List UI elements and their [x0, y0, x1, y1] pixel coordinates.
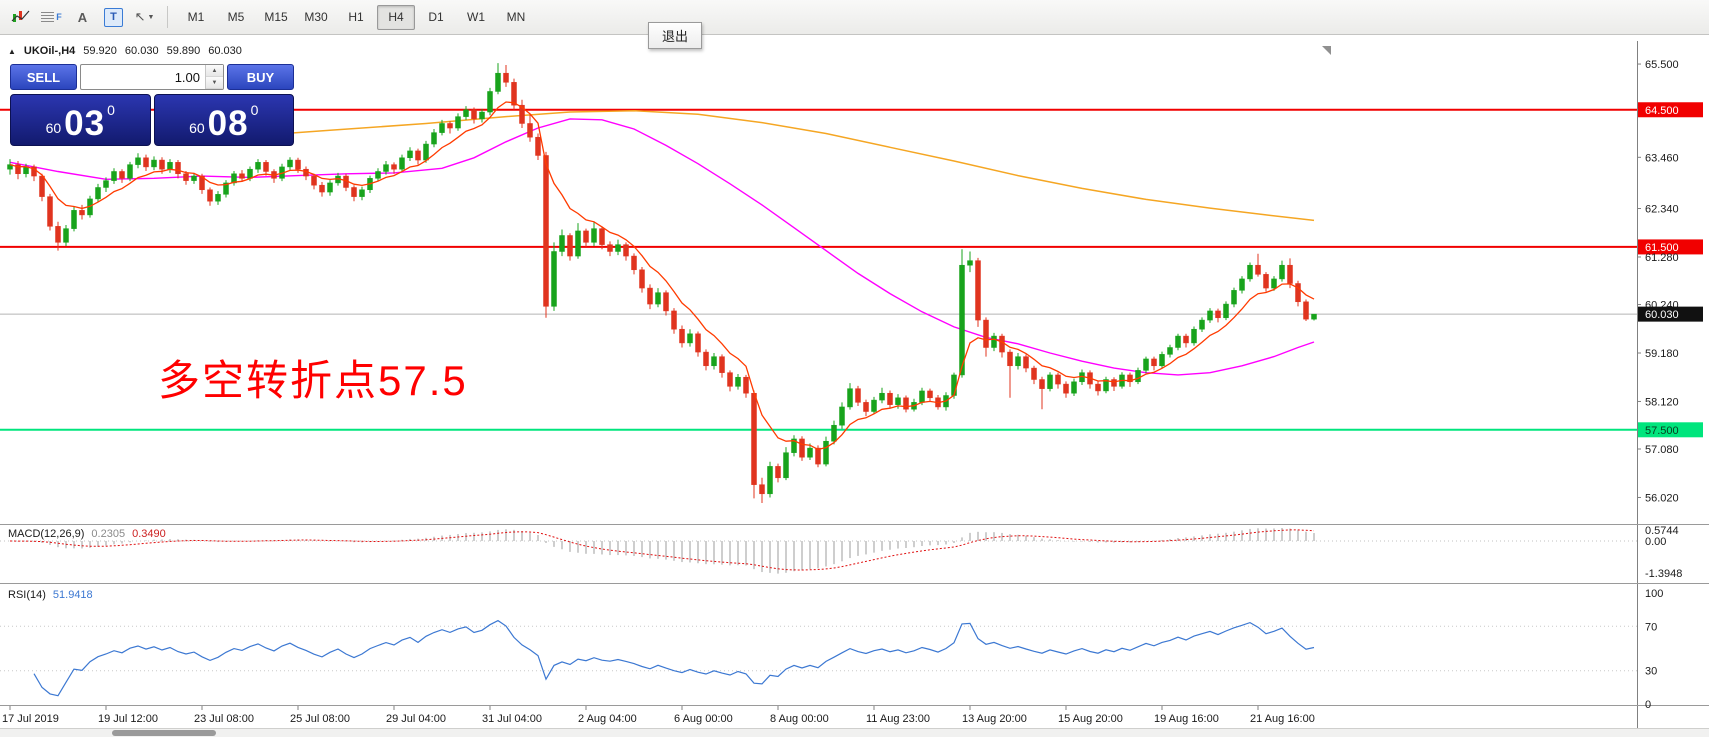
timeframe-M5[interactable]: M5 — [227, 9, 245, 24]
svg-text:56.020: 56.020 — [1645, 492, 1679, 504]
svg-text:6 Aug 00:00: 6 Aug 00:00 — [674, 713, 733, 725]
horizontal-scrollbar[interactable] — [0, 728, 1709, 737]
fibonacci-icon[interactable]: F — [37, 4, 66, 30]
volume-spinner: ▲ ▼ — [205, 65, 223, 89]
bid-price-box[interactable]: 60 03 0 — [10, 94, 151, 146]
text-label-icon[interactable]: A — [77, 9, 88, 25]
moving-averages-layer — [9, 109, 1315, 376]
sell-button[interactable]: SELL — [10, 64, 77, 90]
timeframe-H1[interactable]: H1 — [348, 9, 364, 24]
timeframe-W1[interactable]: W1 — [467, 9, 485, 24]
ask-price-box[interactable]: 60 08 0 — [153, 94, 294, 146]
ohlc-high: 60.030 — [124, 45, 159, 57]
svg-text:25 Jul 08:00: 25 Jul 08:00 — [290, 713, 350, 725]
svg-text:0: 0 — [1645, 699, 1651, 711]
volume-value: 1.00 — [174, 69, 200, 85]
svg-text:13 Aug 20:00: 13 Aug 20:00 — [962, 713, 1027, 725]
ohlc-close: 60.030 — [208, 45, 242, 57]
svg-text:100: 100 — [1645, 588, 1663, 600]
dropdown-caret-icon: ▼ — [147, 13, 155, 21]
indicators-chart-icon[interactable] — [6, 4, 35, 30]
svg-text:8 Aug 00:00: 8 Aug 00:00 — [770, 713, 829, 725]
svg-text:62.340: 62.340 — [1645, 204, 1679, 216]
ohlc-low: 59.890 — [166, 45, 201, 57]
chart-icon-graphic — [11, 10, 29, 22]
chart-annotation: 多空转折点57.5 — [158, 357, 468, 404]
svg-text:63.460: 63.460 — [1645, 152, 1679, 164]
svg-text:65.500: 65.500 — [1645, 59, 1679, 71]
svg-text:58.120: 58.120 — [1645, 396, 1679, 408]
svg-text:21 Aug 16:00: 21 Aug 16:00 — [1250, 713, 1315, 725]
rsi-value: 51.9418 — [52, 589, 93, 601]
rsi-name: RSI(14) — [8, 589, 46, 601]
symbol-label: UKOil-,H4 — [23, 45, 76, 57]
timeframe-M1[interactable]: M1 — [187, 9, 205, 24]
svg-text:60.030: 60.030 — [1645, 309, 1679, 321]
svg-text:11 Aug 23:00: 11 Aug 23:00 — [866, 713, 930, 725]
scrollbar-thumb[interactable] — [112, 730, 216, 736]
cursor-tool-dropdown[interactable]: ↖ ▼ — [130, 4, 159, 30]
price-axis: 65.50064.50063.46062.34061.50061.28060.2… — [1637, 41, 1703, 728]
rsi-window: 100 70 30 0 — [0, 588, 1663, 711]
macd-signal-value: 0.3490 — [132, 528, 166, 540]
svg-text:19 Aug 16:00: 19 Aug 16:00 — [1154, 713, 1219, 725]
svg-text:61.280: 61.280 — [1645, 252, 1679, 264]
candles-layer — [7, 63, 1317, 503]
chart-shift-marker — [1322, 46, 1331, 55]
svg-text:30: 30 — [1645, 666, 1657, 678]
svg-text:-1.3948: -1.3948 — [1645, 568, 1682, 580]
svg-text:64.500: 64.500 — [1645, 105, 1679, 117]
svg-text:59.180: 59.180 — [1645, 348, 1679, 360]
macd-name: MACD(12,26,9) — [8, 528, 85, 540]
time-axis: 17 Jul 2019 19 Jul 12:00 23 Jul 08:00 25 Ju… — [2, 706, 1315, 725]
volume-input[interactable]: 1.00 ▲ ▼ — [80, 64, 224, 90]
fast-ema-layer — [9, 101, 1315, 451]
macd-value: 0.2305 — [91, 528, 126, 540]
ohlc-open: 59.920 — [83, 45, 117, 57]
svg-text:23 Jul 08:00: 23 Jul 08:00 — [194, 713, 254, 725]
svg-text:57.500: 57.500 — [1645, 425, 1679, 437]
timeframe-M30[interactable]: M30 — [304, 9, 328, 24]
timeframe-D1[interactable]: D1 — [428, 9, 444, 24]
svg-text:29 Jul 04:00: 29 Jul 04:00 — [386, 713, 446, 725]
buy-button[interactable]: BUY — [227, 64, 294, 90]
chart-symbol-header: ▲ UKOil-,H4 59.920 60.030 59.890 60.030 — [8, 45, 242, 57]
one-click-trading-panel: SELL 1.00 ▲ ▼ BUY 60 03 0 60 08 0 — [10, 64, 294, 146]
svg-text:0.00: 0.00 — [1645, 536, 1666, 548]
svg-text:57.080: 57.080 — [1645, 444, 1679, 456]
rsi-label: RSI(14) 51.9418 — [8, 589, 93, 601]
timeframe-H4[interactable]: H4 — [377, 4, 415, 30]
bid-small-digits: 60 — [45, 120, 62, 136]
ask-small-digits: 60 — [189, 120, 205, 136]
svg-text:70: 70 — [1645, 621, 1657, 633]
svg-text:2 Aug 04:00: 2 Aug 04:00 — [578, 713, 637, 725]
exit-button[interactable]: 退出 — [648, 22, 703, 49]
fibonacci-letter: F — [56, 12, 62, 22]
timeframe-MN[interactable]: MN — [506, 9, 526, 24]
ask-sup-digit: 0 — [250, 102, 259, 118]
svg-text:17 Jul 2019: 17 Jul 2019 — [2, 713, 59, 725]
toolbar: F A T ↖ ▼ M1 M5 M15 M30 H1 H4 D1 W1 MN — [0, 0, 1709, 35]
timeframe-group: M1 M5 M15 M30 H1 H4 D1 W1 MN — [176, 4, 536, 30]
macd-label: MACD(12,26,9) 0.2305 0.3490 — [8, 528, 166, 540]
chart-canvas[interactable]: 65.50064.50063.46062.34061.50061.28060.2… — [0, 41, 1709, 736]
ask-big-digits: 08 — [207, 104, 249, 143]
cursor-icon: ↖ — [134, 9, 146, 24]
svg-text:31 Jul 04:00: 31 Jul 04:00 — [482, 713, 542, 725]
text-box-icon[interactable]: T — [99, 4, 128, 30]
svg-text:19 Jul 12:00: 19 Jul 12:00 — [98, 713, 158, 725]
bid-big-digits: 03 — [64, 104, 106, 143]
volume-down-button[interactable]: ▼ — [206, 77, 223, 89]
svg-text:0.5744: 0.5744 — [1645, 525, 1679, 537]
toolbar-separator — [167, 6, 168, 28]
volume-up-button[interactable]: ▲ — [206, 65, 223, 77]
svg-text:15 Aug 20:00: 15 Aug 20:00 — [1058, 713, 1123, 725]
window-separators — [0, 524, 1709, 706]
timeframe-M15[interactable]: M15 — [264, 9, 288, 24]
fibonacci-lines-glyph — [41, 12, 55, 22]
svg-text:61.500: 61.500 — [1645, 242, 1679, 254]
bid-sup-digit: 0 — [107, 102, 115, 118]
collapse-triangle-icon[interactable]: ▲ — [8, 46, 16, 56]
